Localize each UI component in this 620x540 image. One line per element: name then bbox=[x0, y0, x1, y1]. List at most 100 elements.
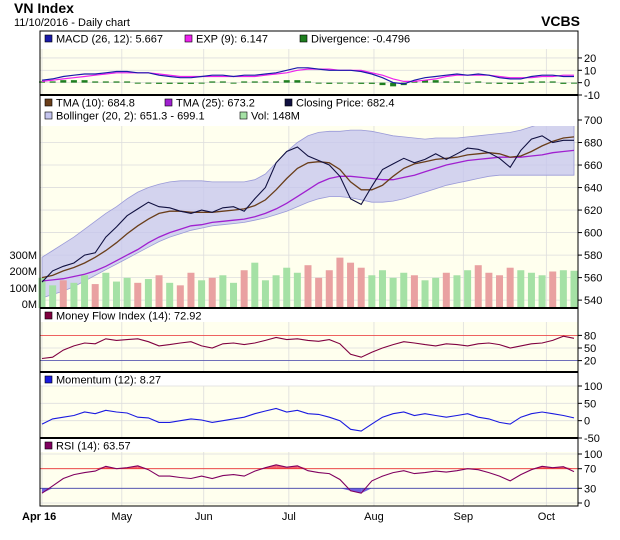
volume-bar bbox=[464, 270, 472, 308]
divergence-bar bbox=[81, 80, 88, 83]
legend-label: Bollinger (20, 2): 651.3 - 699.1 bbox=[56, 111, 205, 123]
divergence-bar bbox=[443, 81, 450, 83]
momentum-panel-tick-label: -50 bbox=[584, 433, 600, 445]
x-axis-label: May bbox=[111, 511, 132, 523]
tma10-line bbox=[41, 136, 575, 279]
divergence-bar bbox=[60, 80, 67, 83]
volume-bar bbox=[432, 277, 440, 308]
volume-bar bbox=[357, 267, 365, 308]
mfi-line bbox=[41, 335, 575, 360]
divergence-bar bbox=[432, 80, 439, 83]
volume-tick-label: 200M bbox=[9, 266, 37, 278]
price-panel-tick-label: 660 bbox=[584, 160, 602, 172]
volume-bar bbox=[208, 277, 216, 308]
macd-line bbox=[41, 67, 574, 85]
divergence-bar bbox=[241, 81, 248, 83]
legend-swatch bbox=[44, 375, 53, 384]
volume-bar bbox=[59, 280, 67, 308]
divergence-bar bbox=[507, 82, 514, 84]
volume-bar bbox=[261, 280, 269, 308]
divergence-bar bbox=[496, 82, 503, 84]
momentum-panel-tick-label: 50 bbox=[584, 398, 596, 410]
legend-label: Money Flow Index (14): 72.92 bbox=[56, 311, 202, 323]
divergence-bar bbox=[177, 82, 184, 84]
macd-panel-tick-label: -10 bbox=[584, 90, 600, 102]
divergence-bar bbox=[315, 82, 322, 84]
volume-bar bbox=[315, 277, 323, 308]
volume-bar bbox=[272, 275, 280, 308]
volume-bar bbox=[251, 262, 259, 308]
divergence-bar bbox=[156, 82, 163, 84]
macd-panel-tick-label: 0 bbox=[584, 78, 590, 90]
legend-swatch bbox=[164, 98, 173, 107]
divergence-bar bbox=[422, 80, 429, 83]
divergence-bar bbox=[560, 82, 567, 84]
volume-bar bbox=[538, 275, 546, 308]
volume-bar bbox=[336, 257, 344, 308]
volume-bar bbox=[198, 280, 206, 308]
divergence-bar bbox=[305, 81, 311, 83]
divergence-bar bbox=[230, 82, 237, 84]
legend-swatch bbox=[284, 98, 293, 107]
divergence-bar bbox=[549, 81, 556, 83]
volume-bar bbox=[378, 270, 386, 308]
volume-bar bbox=[400, 272, 408, 308]
divergence-bar bbox=[336, 82, 343, 84]
rsi-overbought-fill bbox=[297, 465, 308, 469]
divergence-bar bbox=[358, 82, 365, 84]
price-panel-tick-label: 620 bbox=[584, 205, 602, 217]
tma25-line bbox=[41, 149, 575, 282]
chart-source: VCBS bbox=[541, 13, 580, 29]
volume-bar bbox=[155, 275, 163, 308]
divergence-bar bbox=[39, 81, 45, 83]
divergence-bar bbox=[262, 81, 269, 83]
mfi-panel-tick-label: 20 bbox=[584, 356, 596, 368]
divergence-bar bbox=[390, 82, 397, 87]
divergence-bar bbox=[219, 81, 226, 83]
divergence-bar bbox=[209, 81, 216, 83]
rsi-panel-tick-label: 30 bbox=[584, 483, 596, 495]
legend-label: TMA (10): 684.8 bbox=[56, 98, 135, 110]
volume-bar bbox=[70, 282, 78, 308]
volume-bar bbox=[91, 284, 99, 308]
legend-swatch bbox=[184, 34, 193, 43]
volume-bar bbox=[368, 275, 376, 308]
momentum-panel-tick-label: 100 bbox=[584, 381, 602, 393]
volume-bar bbox=[474, 265, 482, 308]
divergence-bar bbox=[145, 82, 152, 84]
x-axis-label: Oct bbox=[538, 511, 555, 523]
legend-swatch bbox=[239, 111, 248, 120]
volume-bar bbox=[389, 277, 397, 308]
divergence-bar bbox=[273, 81, 280, 83]
chart-subtitle: 11/10/2016 - Daily chart bbox=[14, 17, 130, 29]
volume-bar bbox=[240, 270, 248, 308]
divergence-bar bbox=[134, 82, 141, 84]
divergence-bar bbox=[379, 82, 386, 86]
mfi-panel-legend-bg bbox=[40, 308, 578, 322]
divergence-bar bbox=[453, 81, 460, 83]
legend-label: Closing Price: 682.4 bbox=[296, 98, 394, 110]
volume-bar bbox=[453, 275, 461, 308]
divergence-bar bbox=[411, 81, 418, 83]
volume-bar bbox=[38, 277, 46, 308]
legend-swatch bbox=[44, 34, 53, 43]
price-panel-tick-label: 680 bbox=[584, 138, 602, 150]
divergence-bar bbox=[113, 81, 120, 83]
divergence-bar bbox=[283, 80, 290, 83]
volume-bar bbox=[283, 267, 291, 308]
divergence-bar bbox=[251, 81, 258, 83]
volume-bar bbox=[421, 280, 429, 308]
divergence-bar bbox=[187, 82, 194, 84]
price-panel-tick-label: 540 bbox=[584, 295, 602, 307]
divergence-bar bbox=[92, 81, 99, 83]
closing-price-line bbox=[41, 135, 574, 283]
legend-swatch bbox=[44, 311, 53, 320]
volume-bar bbox=[570, 270, 578, 308]
divergence-bar bbox=[475, 81, 482, 83]
volume-bar bbox=[230, 282, 238, 308]
volume-bar bbox=[325, 270, 333, 308]
rsi-line bbox=[41, 464, 575, 494]
legend-swatch bbox=[44, 98, 53, 107]
divergence-bar bbox=[517, 82, 524, 84]
